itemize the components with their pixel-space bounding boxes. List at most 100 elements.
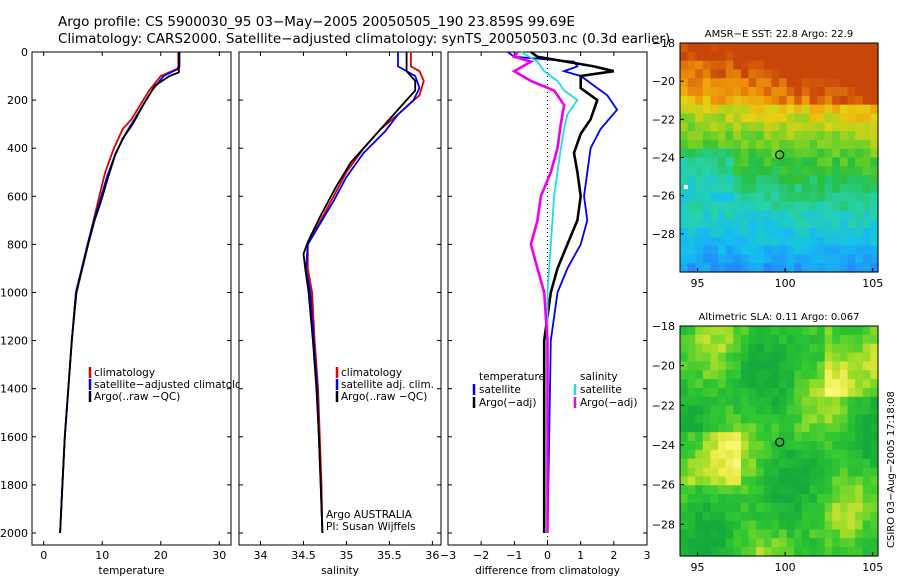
heatmap-cell — [832, 326, 841, 336]
heatmap-cell — [740, 502, 750, 513]
heatmap-cell — [702, 387, 712, 398]
heatmap-cell — [786, 370, 795, 380]
heatmap-cell — [725, 370, 734, 380]
heatmap-cell — [702, 210, 712, 220]
heatmap-cell — [855, 166, 864, 176]
heatmap-cell — [801, 494, 811, 504]
heatmap-cell — [839, 494, 849, 504]
heatmap-cell — [710, 236, 719, 247]
heatmap-cell — [817, 361, 826, 371]
heatmap-cell — [779, 183, 788, 194]
heatmap-cell — [740, 547, 750, 557]
heatmap-cell — [763, 326, 772, 336]
heatmap-cell — [740, 95, 750, 106]
heatmap-cell — [855, 263, 864, 273]
heatmap-cell — [771, 538, 780, 548]
heatmap-cell — [786, 245, 795, 255]
heatmap-cell — [710, 60, 719, 71]
heatmap-cell — [801, 175, 811, 185]
heatmap-cell — [801, 458, 811, 469]
heatmap-cell — [680, 227, 689, 238]
heatmap-cell — [740, 157, 750, 167]
x-tick-label: 0 — [40, 549, 47, 562]
heatmap-cell — [718, 352, 727, 362]
heatmap-cell — [702, 254, 712, 264]
heatmap-cell — [862, 449, 871, 460]
heatmap-cell — [817, 236, 826, 247]
heatmap-cell — [839, 414, 849, 424]
heatmap-cell — [771, 78, 780, 88]
heatmap-cell — [695, 87, 704, 97]
heatmap-cell — [847, 485, 856, 495]
heatmap-cell — [779, 370, 788, 380]
heatmap-cell — [832, 131, 841, 141]
heatmap-cell — [779, 547, 788, 557]
heatmap-cell — [718, 95, 727, 106]
heatmap-cell — [832, 405, 841, 416]
heatmap-cell — [801, 113, 811, 123]
heatmap-cell — [832, 175, 841, 185]
heatmap-cell — [817, 78, 826, 88]
heatmap-cell — [862, 432, 871, 442]
heatmap-cell — [702, 485, 712, 495]
heatmap-cell — [832, 263, 841, 273]
heatmap-cell — [687, 122, 696, 132]
heatmap-cell — [794, 122, 803, 132]
heatmap-cell — [870, 423, 879, 433]
heatmap-cell — [680, 405, 689, 416]
heatmap-cell — [855, 476, 864, 486]
heatmap-cell — [733, 78, 742, 88]
heatmap-cell — [794, 78, 803, 88]
heatmap-cell — [733, 326, 742, 336]
heatmap-cell — [870, 254, 879, 264]
heatmap-cell — [809, 370, 818, 380]
heatmap-cell — [801, 51, 811, 62]
heatmap-cell — [763, 69, 772, 79]
heatmap-cell — [870, 113, 879, 123]
heatmap-cell — [847, 441, 856, 451]
heatmap-cell — [718, 166, 727, 176]
heatmap-cell — [855, 122, 864, 132]
legend-label: satellite — [580, 384, 622, 396]
heatmap-cell — [718, 69, 727, 79]
heatmap-cell — [771, 467, 780, 477]
heatmap-cell — [733, 538, 742, 548]
heatmap-cell — [786, 520, 795, 531]
heatmap-cell — [733, 432, 742, 442]
heatmap-cell — [832, 485, 841, 495]
heatmap-cell — [756, 494, 765, 504]
heatmap-cell — [771, 157, 780, 167]
heatmap-cell — [847, 405, 856, 416]
heatmap-cell — [725, 538, 734, 548]
heatmap-cell — [718, 51, 727, 62]
heatmap-cell — [779, 263, 788, 273]
heatmap-cell — [748, 139, 757, 150]
heatmap-cell — [733, 449, 742, 460]
heatmap-cell — [847, 263, 856, 273]
heatmap-cell — [756, 379, 765, 389]
heatmap-cell — [870, 236, 879, 247]
heatmap-cell — [824, 485, 833, 495]
y-tick-label: −20 — [652, 75, 675, 88]
heatmap-cell — [839, 538, 849, 548]
heatmap-cell — [862, 236, 871, 247]
heatmap-cell — [832, 69, 841, 79]
heatmap-cell — [756, 227, 765, 238]
heatmap-cell — [695, 227, 704, 238]
heatmap-cell — [756, 245, 765, 255]
heatmap-cell — [817, 494, 826, 504]
heatmap-cell — [740, 139, 750, 150]
heatmap-cell — [733, 441, 742, 451]
heatmap-cell — [740, 87, 750, 97]
heatmap-cell — [870, 51, 879, 62]
heatmap-cell — [710, 326, 719, 336]
heatmap-cell — [710, 210, 719, 220]
heatmap-cell — [725, 352, 734, 362]
heatmap-cell — [847, 387, 856, 398]
heatmap-cell — [725, 379, 734, 389]
heatmap-cell — [695, 405, 704, 416]
legend-label: climatology — [341, 367, 402, 379]
heatmap-cell — [725, 60, 734, 71]
heatmap-cell — [763, 379, 772, 389]
x-tick-label: −3 — [440, 549, 456, 562]
